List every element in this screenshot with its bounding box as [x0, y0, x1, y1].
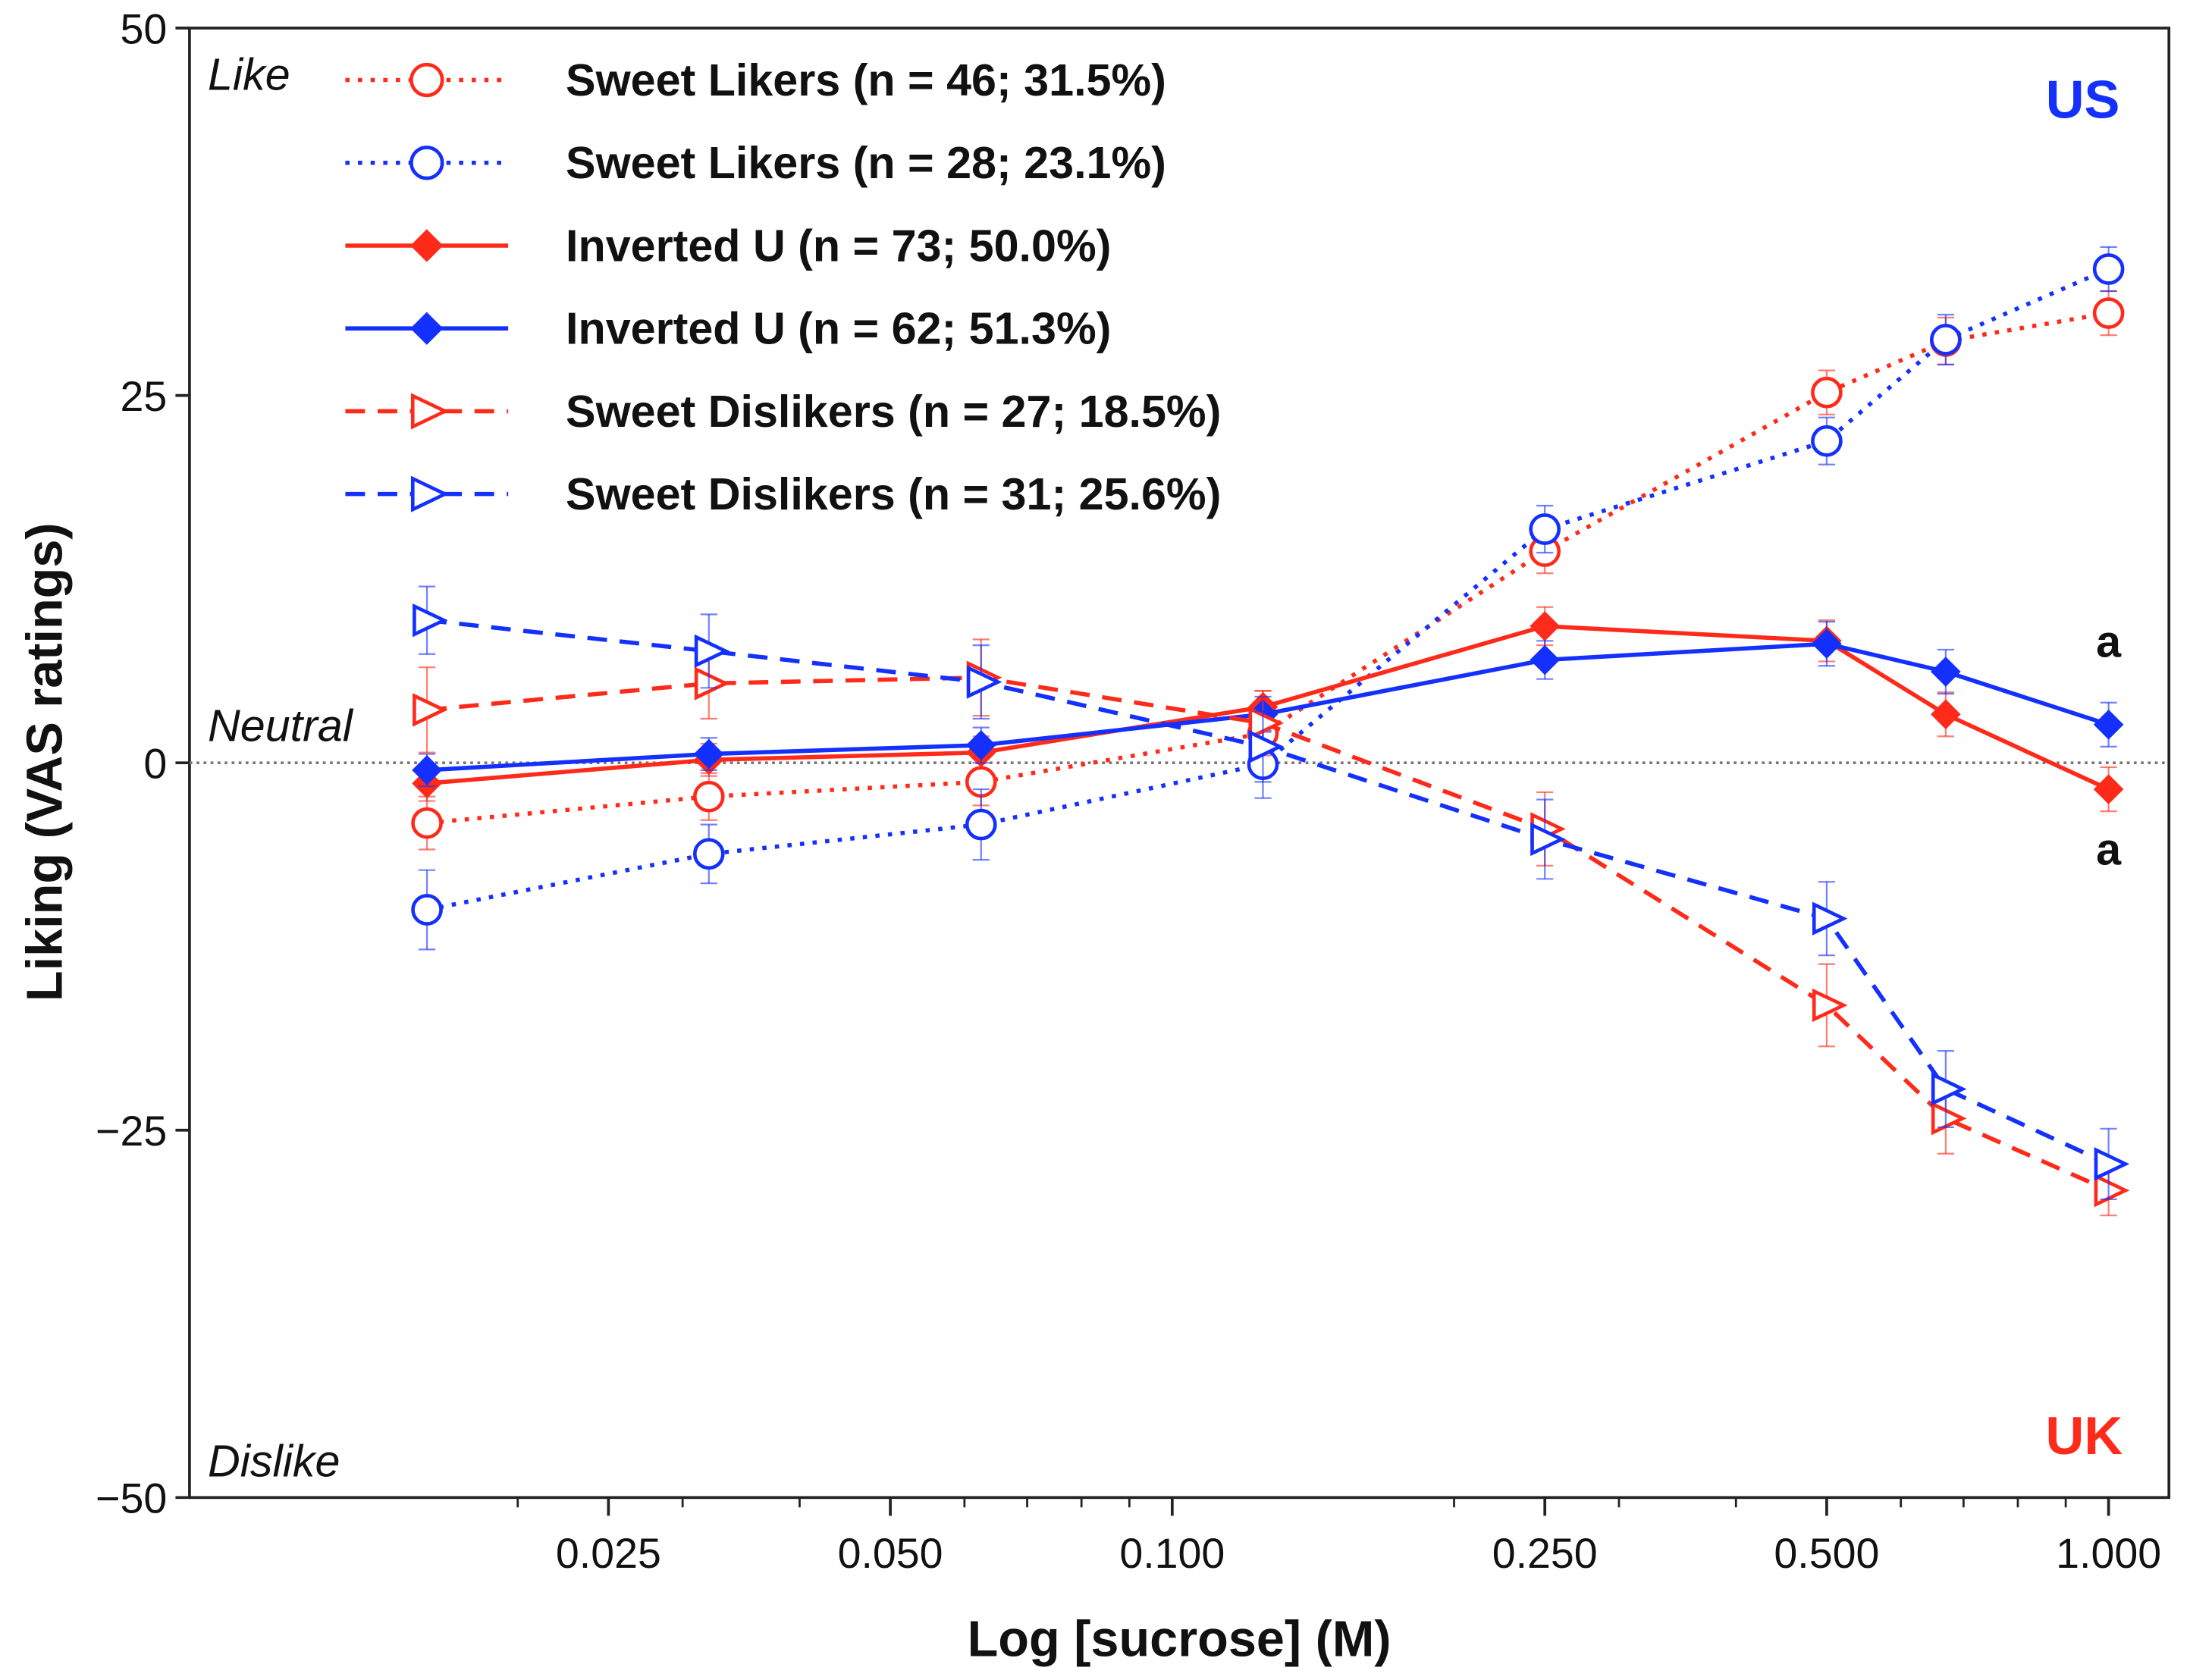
data-point — [1812, 988, 1848, 1023]
series-line — [426, 618, 2110, 1166]
legend-marker — [410, 475, 450, 512]
data-point — [965, 730, 996, 760]
x-tick-label: 0.100 — [1119, 1530, 1225, 1577]
legend-label: Inverted U (n = 62; 51.3%) — [566, 303, 1111, 354]
data-point — [1530, 644, 1561, 675]
x-tick-label: 0.250 — [1492, 1530, 1598, 1577]
data-point — [1248, 706, 1285, 741]
uk-label: UK — [2046, 1406, 2123, 1465]
legend-entry: Sweet Likers (n = 28; 23.1%) — [345, 137, 1166, 188]
legend-entry: Inverted U (n = 73; 50.0%) — [345, 220, 1111, 271]
data-point — [2093, 709, 2124, 740]
series-uk-triangle-right-open — [413, 638, 2130, 1217]
data-point — [1812, 628, 1842, 659]
y-tick-label: −50 — [96, 1475, 167, 1522]
data-point — [693, 738, 724, 769]
data-point — [413, 603, 448, 638]
x-tick-label: 0.050 — [838, 1530, 943, 1577]
data-point — [694, 666, 730, 701]
data-point — [1931, 1102, 1967, 1136]
data-point — [1931, 1072, 1967, 1106]
data-point — [2093, 774, 2124, 804]
series-us-diamond — [412, 620, 2124, 788]
legend-label: Sweet Likers (n = 28; 23.1%) — [566, 137, 1166, 188]
legend-marker — [410, 229, 444, 262]
data-point — [413, 693, 448, 727]
legend-label: Sweet Dislikers (n = 27; 18.5%) — [566, 386, 1221, 437]
neutral-annotation: Neutral — [208, 700, 354, 751]
data-point — [1811, 425, 1843, 457]
data-point — [694, 634, 730, 669]
data-point — [1529, 513, 1561, 545]
legend-label: Inverted U (n = 73; 50.0%) — [566, 220, 1111, 271]
legend-entry: Inverted U (n = 62; 51.3%) — [345, 303, 1111, 354]
data-point — [2092, 297, 2125, 329]
legend-entry: Sweet Dislikers (n = 31; 25.6%) — [345, 469, 1221, 519]
x-tick-label: 1.000 — [2056, 1530, 2161, 1577]
legend-label: Sweet Likers (n = 46; 31.5%) — [566, 55, 1166, 105]
y-tick-label: 0 — [143, 741, 167, 788]
us-label: US — [2046, 70, 2120, 130]
data-point — [1530, 611, 1561, 641]
data-point — [1931, 699, 1961, 730]
data-point — [1248, 729, 1285, 764]
legend-marker — [410, 393, 450, 430]
legend-marker — [409, 62, 444, 98]
data-point — [2094, 1174, 2130, 1208]
x-tick-label: 0.025 — [556, 1530, 661, 1577]
legend-label: Sweet Dislikers (n = 31; 25.6%) — [566, 469, 1221, 519]
data-point — [1812, 901, 1848, 936]
like-annotation: Like — [208, 49, 290, 99]
y-tick-label: 50 — [121, 5, 168, 52]
data-point — [411, 894, 443, 926]
series-us-circle-open — [411, 246, 2125, 951]
series-line — [426, 311, 2110, 826]
y-axis-label: Liking (VAS ratings) — [17, 522, 73, 1001]
dislike-annotation: Dislike — [208, 1436, 340, 1487]
series-line — [426, 675, 2110, 1193]
y-tick-label: −25 — [96, 1108, 167, 1155]
legend-entry: Sweet Likers (n = 46; 31.5%) — [345, 55, 1166, 105]
x-tick-label: 0.500 — [1774, 1530, 1879, 1577]
series-us-triangle-right-open — [413, 585, 2130, 1200]
data-point — [692, 838, 725, 870]
data-point — [965, 808, 997, 841]
legend-marker — [410, 312, 444, 345]
significance-lower: a — [2096, 823, 2122, 874]
series-line — [426, 624, 2110, 791]
legend-marker — [409, 146, 444, 180]
series-line — [426, 267, 2110, 912]
data-point — [1530, 822, 1566, 857]
data-point — [966, 665, 1002, 699]
significance-upper: a — [2096, 616, 2122, 666]
y-tick-label: 25 — [121, 373, 168, 420]
data-point — [692, 780, 725, 813]
series-line — [426, 641, 2110, 773]
data-point — [1930, 324, 1962, 356]
x-axis-label: Log [sucrose] (M) — [968, 1612, 1391, 1668]
data-point — [412, 755, 442, 785]
data-point — [411, 807, 443, 839]
data-point — [2092, 253, 2125, 285]
data-point — [1931, 657, 1961, 687]
data-point — [2094, 1147, 2130, 1181]
data-point — [1811, 376, 1843, 409]
legend-entry: Sweet Dislikers (n = 27; 18.5%) — [345, 386, 1221, 437]
